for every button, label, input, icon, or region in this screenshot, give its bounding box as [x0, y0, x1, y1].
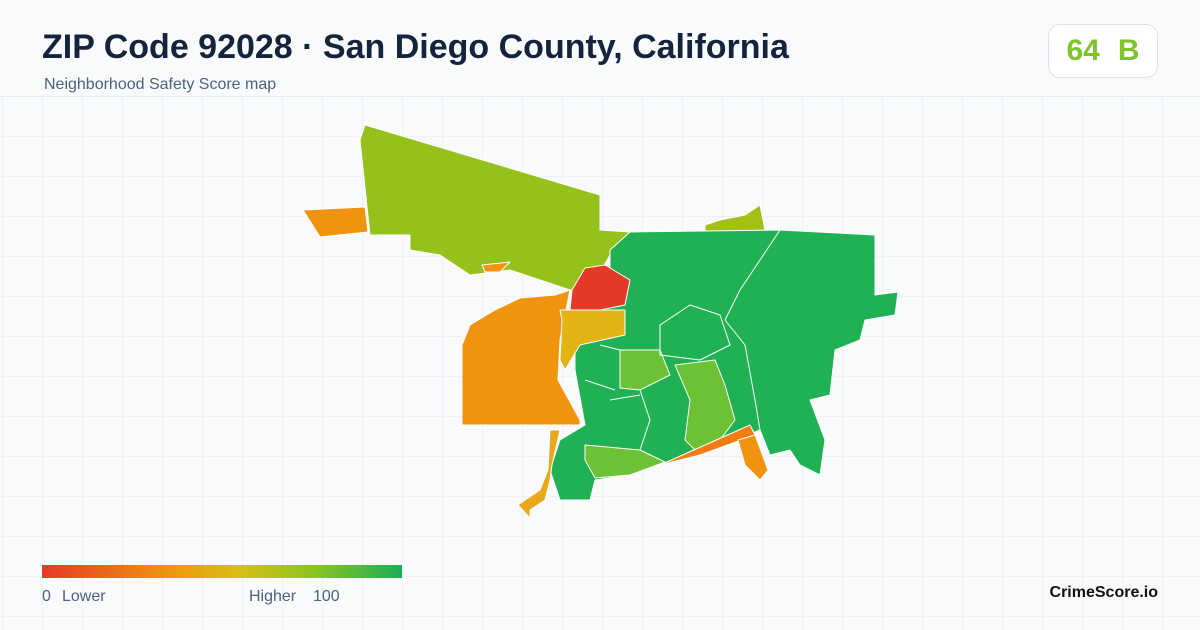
- region: [517, 429, 561, 519]
- legend-gradient: [42, 565, 402, 578]
- brand: CrimeScore.io: [1049, 584, 1158, 601]
- legend-max-label: Higher: [249, 588, 297, 605]
- legend-max: 100: [313, 588, 340, 605]
- region: [569, 264, 631, 311]
- score-badge: 64 B: [1048, 24, 1158, 78]
- region: [359, 124, 631, 291]
- region-border: [584, 229, 781, 451]
- subtitle: Neighborhood Safety Score map: [44, 76, 277, 93]
- title: ZIP Code 92028 · San Diego County, Calif…: [42, 28, 789, 66]
- regions: [302, 124, 899, 519]
- region: [302, 206, 369, 238]
- region: [481, 261, 511, 273]
- region: [559, 309, 626, 371]
- region: [549, 229, 899, 501]
- legend-min-label: Lower: [62, 588, 106, 605]
- region: [737, 434, 769, 481]
- score-value: 64: [1066, 34, 1100, 67]
- legend-min: 0: [42, 588, 51, 605]
- region: [619, 349, 671, 391]
- score-grade: B: [1117, 34, 1140, 67]
